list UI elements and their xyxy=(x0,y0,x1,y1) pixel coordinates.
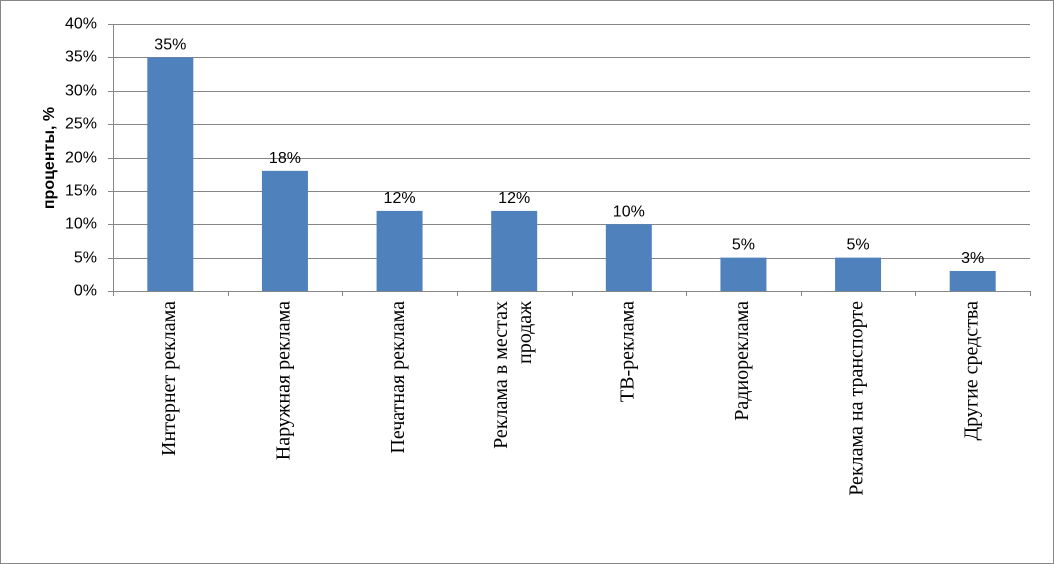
data-label: 5% xyxy=(847,237,870,254)
bar xyxy=(949,270,996,291)
y-tick-label: 35% xyxy=(65,49,97,66)
category-labels: Интернет реклама Наружная реклама Печатная… xyxy=(158,301,982,496)
y-tick-label: 10% xyxy=(65,216,97,233)
bar xyxy=(720,257,767,291)
bar xyxy=(491,210,538,291)
y-tick-label: 25% xyxy=(65,116,97,133)
category-label-line: Интернет реклама xyxy=(158,301,180,456)
y-axis-title: проценты, % xyxy=(41,107,58,209)
y-tick-label: 15% xyxy=(65,183,97,200)
y-tick-labels: 0% 5% 10% 15% 20% 25% 30% 35% 40% xyxy=(65,16,97,300)
y-tick-label: 0% xyxy=(74,283,97,300)
category-label: Другие средства xyxy=(960,301,982,441)
y-tick-label: 20% xyxy=(65,150,97,167)
x-axis xyxy=(113,24,1031,296)
y-tick-label: 5% xyxy=(74,250,97,267)
category-label-line: Другие средства xyxy=(960,301,982,441)
data-label: 5% xyxy=(732,237,755,254)
data-label: 3% xyxy=(961,250,984,267)
category-label: Интернет реклама xyxy=(158,301,180,456)
data-label: 35% xyxy=(154,36,186,53)
category-label: Реклама в местах продаж xyxy=(490,301,536,449)
category-label: Радиореклама xyxy=(731,301,753,421)
category-label-line: Печатная реклама xyxy=(387,301,409,454)
data-label: 12% xyxy=(384,190,416,207)
category-label: Наружная реклама xyxy=(273,301,295,460)
bar xyxy=(835,257,882,291)
data-label: 18% xyxy=(269,150,301,167)
y-tick-label: 40% xyxy=(65,16,97,33)
category-label-line: продаж xyxy=(514,301,536,364)
bar xyxy=(261,170,308,291)
category-label: Реклама на транспорте xyxy=(846,301,868,496)
category-label: ТВ-реклама xyxy=(616,301,638,402)
bar xyxy=(147,57,194,291)
category-label-line: Наружная реклама xyxy=(273,301,295,460)
data-labels: 35% 18% 12% 12% 10% 5% 5% 3% xyxy=(154,36,984,267)
gridlines xyxy=(108,24,1030,292)
category-label-line: Реклама в местах xyxy=(490,301,512,449)
data-label: 10% xyxy=(613,203,645,220)
category-label: Печатная реклама xyxy=(387,301,409,454)
category-label-line: Реклама на транспорте xyxy=(846,301,868,496)
category-label-line: ТВ-реклама xyxy=(616,301,638,402)
category-label-line: Радиореклама xyxy=(731,301,753,421)
bar xyxy=(605,224,652,291)
bars xyxy=(147,57,996,291)
data-label: 12% xyxy=(498,190,530,207)
bar xyxy=(376,210,423,291)
y-tick-label: 30% xyxy=(65,83,97,100)
